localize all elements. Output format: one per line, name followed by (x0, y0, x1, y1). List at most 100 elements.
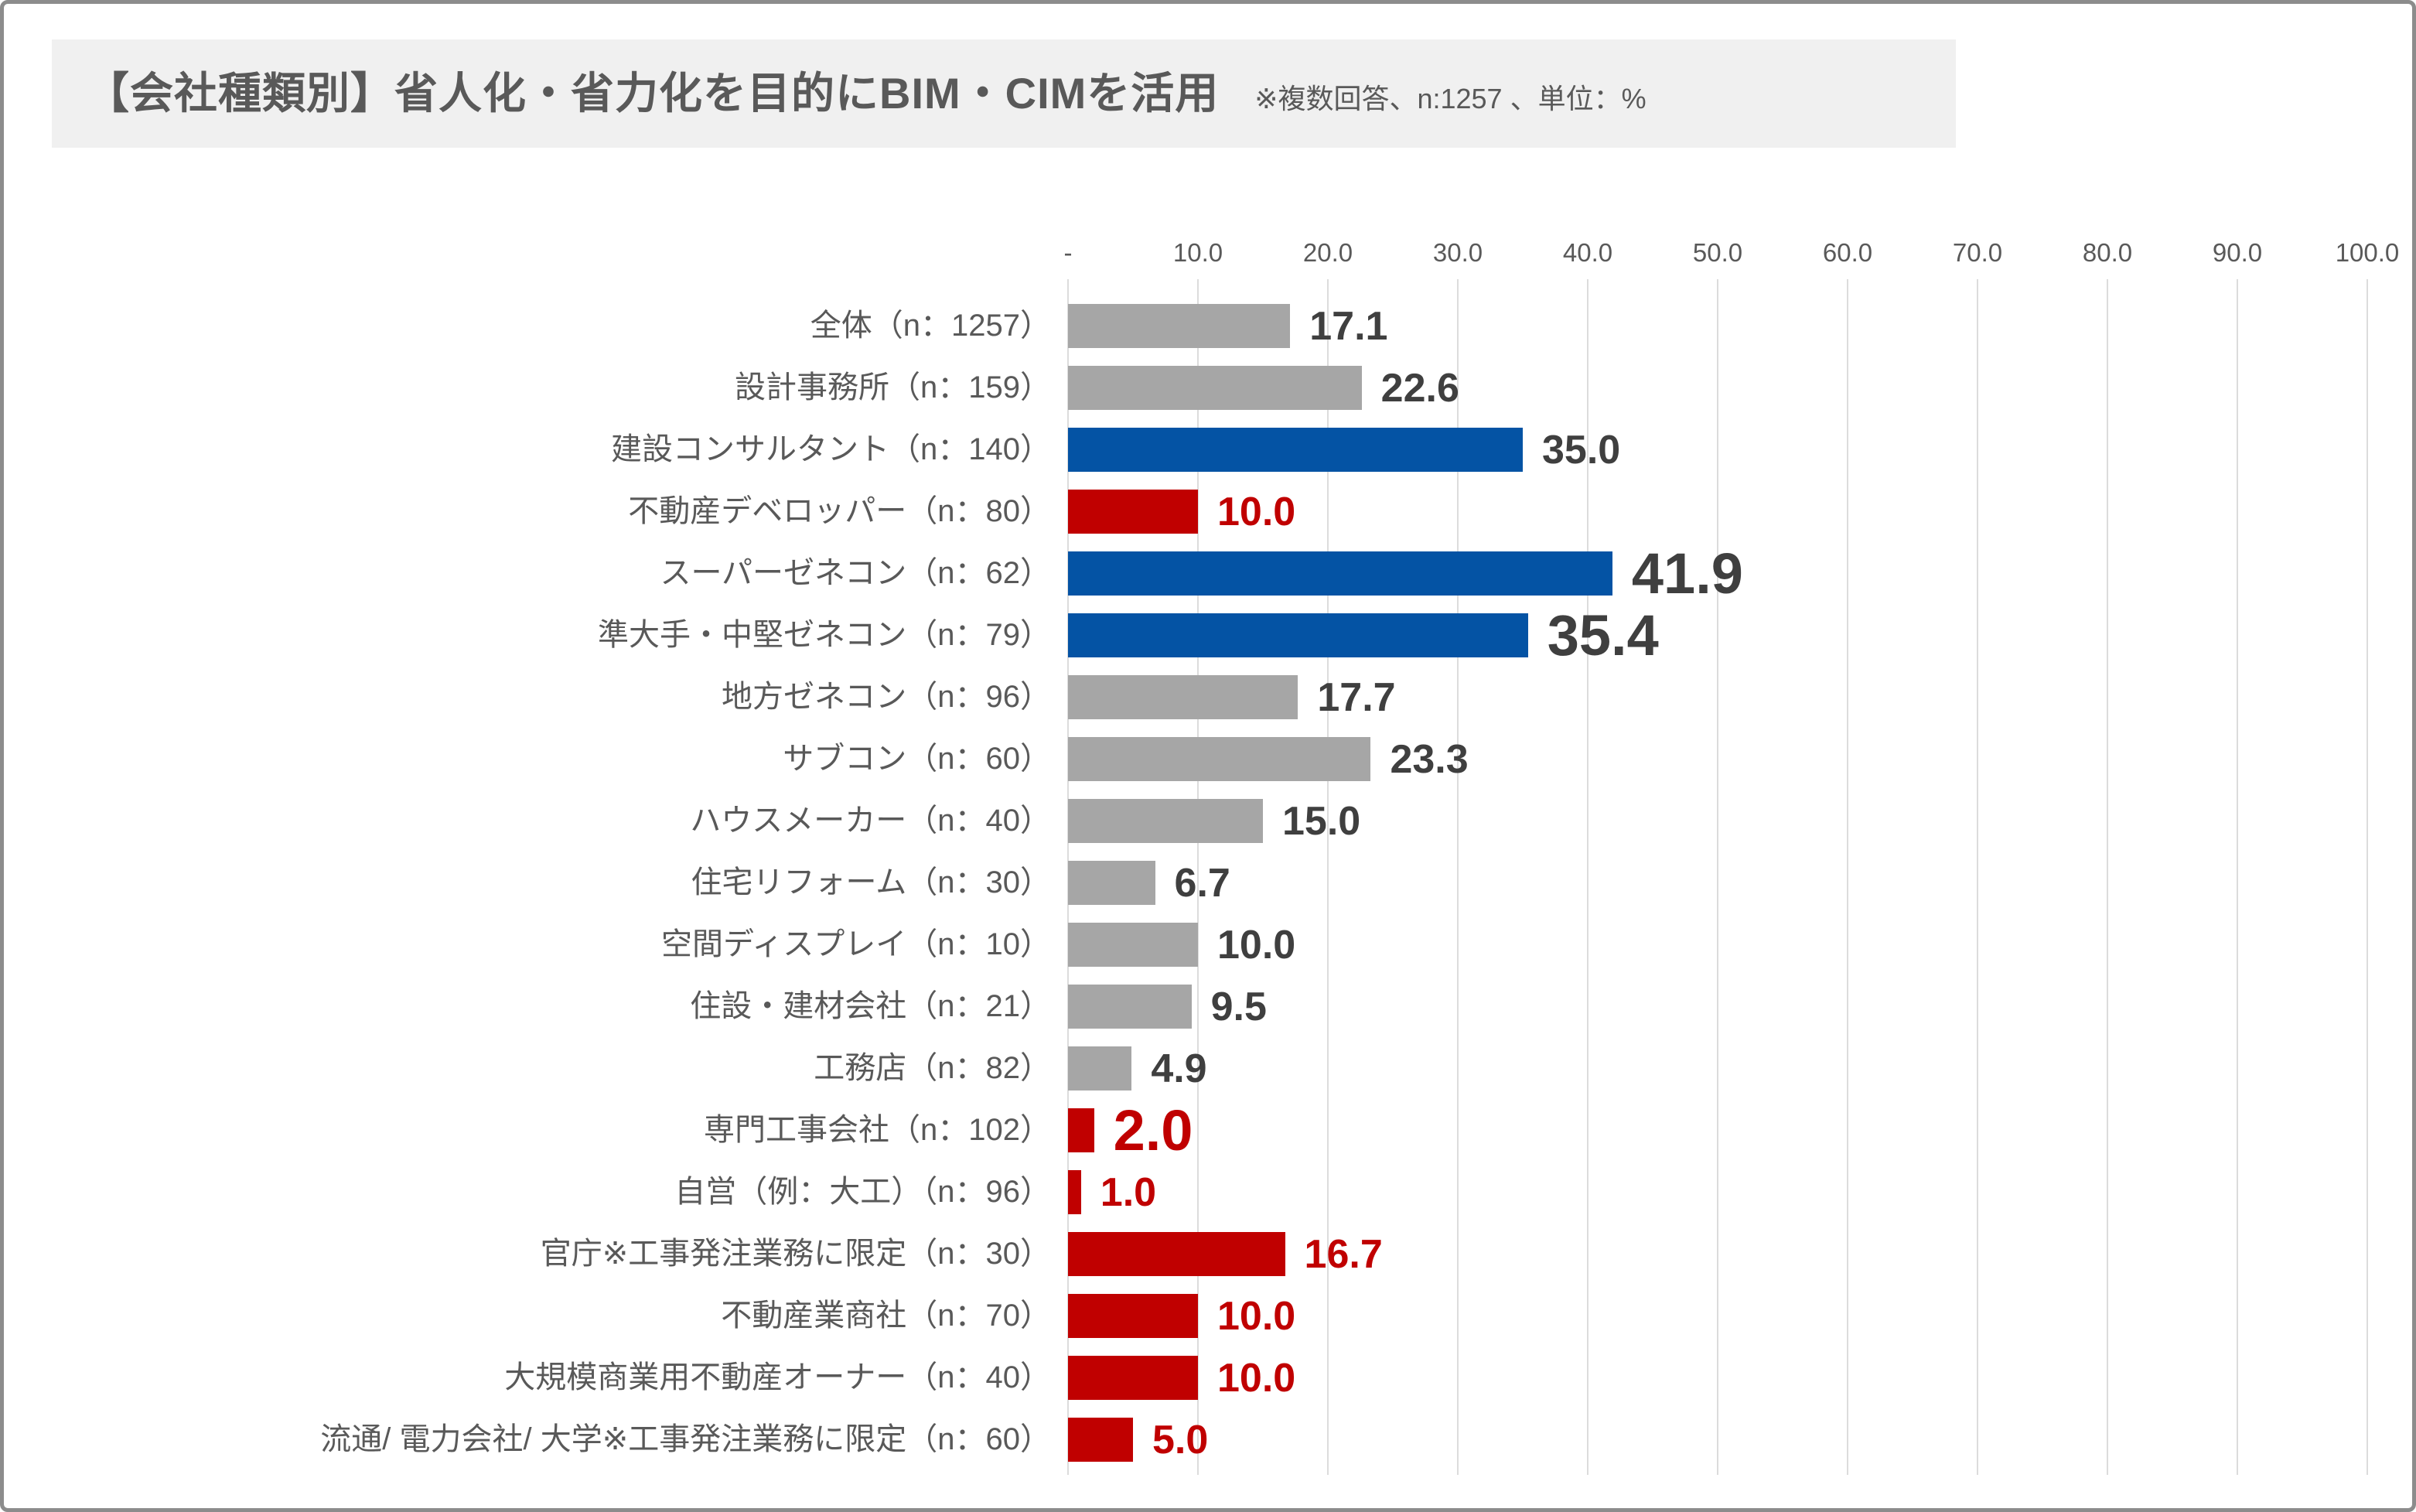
x-axis-tick-label: 30.0 (1432, 238, 1483, 267)
x-gridline (1717, 279, 1718, 1475)
x-gridline (1457, 279, 1459, 1475)
chart-title: 【会社種類別】省人化・省力化を目的にBIM・CIMを活用 (86, 69, 1220, 118)
value-label: 5.0 (1152, 1417, 1209, 1463)
value-label: 22.6 (1380, 365, 1459, 411)
chart-row: スーパーゼネコン（n：62） 41.9 (4, 541, 2412, 606)
x-axis-tick-label: 100.0 (2335, 238, 2400, 267)
chart-row: 自営（例：大工）（n：96） 1.0 (4, 1169, 2412, 1215)
category-label: 準大手・中堅ゼネコン（n：79） (598, 618, 1051, 652)
category-label: 専門工事会社（n：102） (704, 1113, 1051, 1147)
category-label: 地方ゼネコン（n：96） (722, 680, 1051, 714)
bar (1068, 551, 1612, 596)
category-label: 官庁※工事発注業務に限定（n：30） (540, 1237, 1051, 1271)
value-label: 23.3 (1390, 736, 1469, 782)
x-gridline (1977, 279, 1978, 1475)
x-gridline (1327, 279, 1329, 1475)
value-label: 17.1 (1309, 303, 1388, 349)
value-label: 1.0 (1100, 1169, 1157, 1215)
chart-row: 官庁※工事発注業務に限定（n：30） 16.7 (4, 1231, 2412, 1277)
category-label: サブコン（n：60） (783, 742, 1051, 776)
bar (1068, 861, 1155, 905)
bar (1068, 675, 1298, 719)
x-axis-tick-label: 50.0 (1692, 238, 1743, 267)
chart-row: サブコン（n：60） 23.3 (4, 736, 2412, 782)
value-label: 2.0 (1113, 1098, 1193, 1162)
chart-row: 地方ゼネコン（n：96） 17.7 (4, 674, 2412, 720)
category-label: 不動産デベロッパー（n：80） (628, 494, 1051, 528)
bar (1068, 366, 1362, 410)
x-gridline (2237, 279, 2238, 1475)
chart-row: 設計事務所（n：159） 22.6 (4, 365, 2412, 411)
value-label: 41.9 (1631, 541, 1743, 606)
x-axis-tick-label: 20.0 (1302, 238, 1353, 267)
bar (1068, 1108, 1094, 1152)
category-label: 設計事務所（n：159） (735, 370, 1051, 404)
chart-row: 流通/ 電力会社/ 大学※工事発注業務に限定（n：60） 5.0 (4, 1417, 2412, 1463)
x-axis-tick-label: 80.0 (2082, 238, 2133, 267)
value-label: 17.7 (1317, 674, 1396, 720)
chart-row: 全体（n：1257） 17.1 (4, 303, 2412, 349)
bar (1068, 923, 1198, 967)
bar (1068, 737, 1371, 781)
chart-row: 住設・建材会社（n：21） 9.5 (4, 985, 2412, 1029)
category-label: 自営（例：大工）（n：96） (674, 1175, 1051, 1209)
category-label: 住宅リフォーム（n：30） (691, 865, 1051, 899)
category-label: 工務店（n：82） (814, 1051, 1051, 1085)
chart-row: 専門工事会社（n：102） 2.0 (4, 1098, 2412, 1162)
category-label: 全体（n：1257） (810, 309, 1051, 343)
x-gridline (1197, 279, 1199, 1475)
x-axis-tick-label: 90.0 (2212, 238, 2263, 267)
value-label: 16.7 (1304, 1231, 1383, 1277)
bar (1068, 985, 1192, 1029)
value-label: 35.0 (1542, 427, 1621, 473)
value-label: 15.0 (1282, 798, 1361, 844)
chart-subtitle-note: ※複数回答、n:1257 、単位：% (1254, 83, 1646, 114)
value-label: 35.4 (1547, 603, 1659, 667)
category-label: 空間ディスプレイ（n：10） (661, 927, 1051, 961)
chart-row: ハウスメーカー（n：40） 15.0 (4, 798, 2412, 844)
category-label: スーパーゼネコン（n：62） (660, 556, 1051, 590)
bar (1068, 613, 1528, 657)
value-label: 10.0 (1217, 922, 1296, 968)
category-label: 住設・建材会社（n：21） (690, 989, 1051, 1023)
chart-title-box: 【会社種類別】省人化・省力化を目的にBIM・CIMを活用 ※複数回答、n:125… (52, 39, 1956, 148)
bar (1068, 1294, 1198, 1338)
x-gridline (2367, 279, 2368, 1475)
x-gridline (1847, 279, 1848, 1475)
chart-row: 空間ディスプレイ（n：10） 10.0 (4, 922, 2412, 968)
bar (1068, 1170, 1081, 1214)
value-label: 6.7 (1174, 860, 1230, 906)
value-label: 10.0 (1217, 1293, 1296, 1339)
chart-row: 工務店（n：82） 4.9 (4, 1046, 2412, 1091)
category-label: ハウスメーカー（n：40） (690, 804, 1051, 838)
x-axis-tick-label: 70.0 (1952, 238, 2003, 267)
value-label: 10.0 (1217, 489, 1296, 534)
bar (1068, 1046, 1132, 1090)
x-axis-tick-label: - (1063, 238, 1073, 267)
x-gridline (1587, 279, 1588, 1475)
value-label: 9.5 (1210, 984, 1267, 1029)
value-label: 10.0 (1217, 1355, 1296, 1401)
bar (1068, 490, 1198, 534)
chart-row: 準大手・中堅ゼネコン（n：79） 35.4 (4, 603, 2412, 667)
category-label: 不動産業商社（n：70） (721, 1299, 1051, 1333)
value-label: 4.9 (1151, 1046, 1207, 1091)
x-gridline (2107, 279, 2108, 1475)
category-label: 建設コンサルタント（n：140） (611, 432, 1051, 466)
chart-row: 不動産業商社（n：70） 10.0 (4, 1293, 2412, 1339)
plot-area: - 10.0 20.0 30.0 40.0 50.0 60.0 70.0 80.0 90.0 100… (4, 4, 2412, 1508)
category-label: 流通/ 電力会社/ 大学※工事発注業務に限定（n：60） (320, 1422, 1051, 1456)
bar (1068, 428, 1523, 472)
x-axis-tick-label: 10.0 (1172, 238, 1223, 267)
chart-row: 住宅リフォーム（n：30） 6.7 (4, 860, 2412, 906)
bar (1068, 799, 1263, 843)
bar (1068, 304, 1291, 348)
x-axis-tick-label: 60.0 (1822, 238, 1873, 267)
bar (1068, 1418, 1133, 1462)
bar (1068, 1356, 1198, 1400)
category-label: 大規模商業用不動産オーナー（n：40） (504, 1360, 1051, 1394)
chart-row: 建設コンサルタント（n：140） 35.0 (4, 427, 2412, 473)
chart-row: 大規模商業用不動産オーナー（n：40） 10.0 (4, 1355, 2412, 1401)
bar (1068, 1232, 1285, 1276)
